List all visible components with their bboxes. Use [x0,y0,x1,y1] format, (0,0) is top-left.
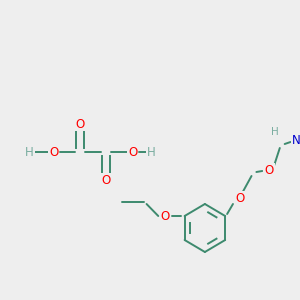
Text: O: O [102,173,111,187]
Text: O: O [235,191,244,205]
Text: O: O [128,146,137,158]
Text: O: O [49,146,58,158]
Text: H: H [271,127,279,137]
Text: O: O [160,209,170,223]
Text: N: N [292,134,300,146]
Text: H: H [25,146,34,158]
Text: O: O [264,164,274,176]
Text: O: O [75,118,85,130]
Text: H: H [147,146,156,158]
